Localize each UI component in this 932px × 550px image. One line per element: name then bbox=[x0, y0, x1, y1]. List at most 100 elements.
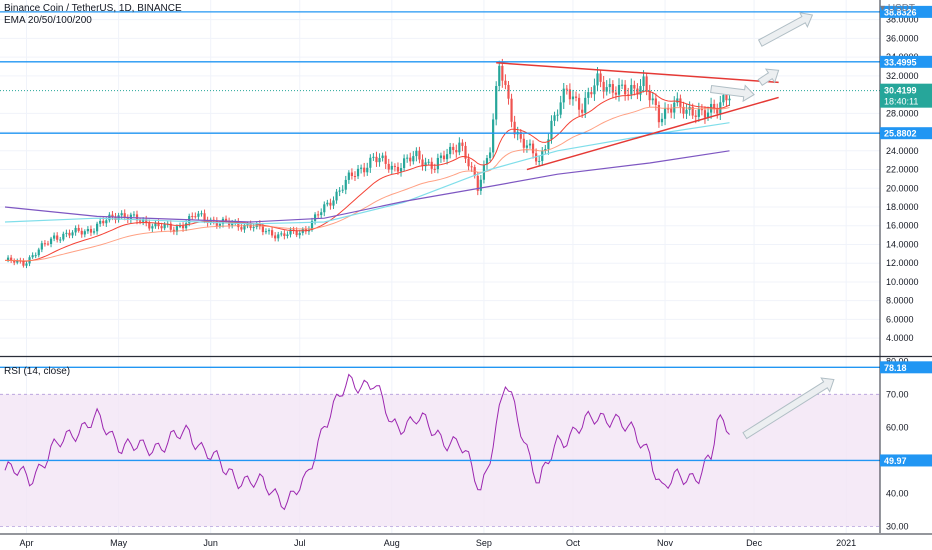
rsi-pane[interactable] bbox=[0, 366, 880, 527]
candle-body[interactable] bbox=[449, 146, 452, 155]
candle-body[interactable] bbox=[485, 158, 489, 165]
candle-body[interactable] bbox=[679, 98, 682, 107]
candle-body[interactable] bbox=[470, 166, 473, 168]
candle-body[interactable] bbox=[353, 175, 357, 177]
candle-body[interactable] bbox=[96, 223, 99, 232]
candle-body[interactable] bbox=[310, 220, 314, 230]
candle-body[interactable] bbox=[34, 255, 37, 257]
candle-body[interactable] bbox=[599, 73, 602, 82]
candle-body[interactable] bbox=[148, 222, 151, 229]
candle-body[interactable] bbox=[175, 226, 179, 232]
candle-body[interactable] bbox=[65, 232, 68, 234]
candle-body[interactable] bbox=[611, 84, 614, 93]
candle-body[interactable] bbox=[685, 109, 688, 114]
candle-body[interactable] bbox=[393, 165, 396, 167]
candle-body[interactable] bbox=[264, 231, 268, 233]
projection-arrow[interactable] bbox=[710, 84, 755, 103]
candle-body[interactable] bbox=[154, 222, 157, 227]
candle-body[interactable] bbox=[111, 214, 114, 217]
x-tick-label[interactable]: Aug bbox=[384, 538, 400, 548]
x-tick-label[interactable]: Jul bbox=[294, 538, 306, 548]
candle-body[interactable] bbox=[13, 260, 16, 263]
candle-body[interactable] bbox=[654, 98, 657, 106]
candle-body[interactable] bbox=[92, 231, 96, 233]
y-tick-label[interactable]: 38.0000 bbox=[886, 15, 919, 25]
price-level-label[interactable]: 33.4995 bbox=[884, 57, 917, 67]
candle-body[interactable] bbox=[488, 152, 492, 159]
candle-body[interactable] bbox=[528, 143, 532, 146]
ema-50-line[interactable] bbox=[5, 106, 730, 262]
candle-body[interactable] bbox=[89, 229, 93, 233]
candle-body[interactable] bbox=[648, 90, 651, 101]
candle-body[interactable] bbox=[191, 215, 194, 217]
candle-body[interactable] bbox=[550, 120, 553, 140]
candle-body[interactable] bbox=[49, 238, 53, 244]
candle-body[interactable] bbox=[581, 109, 584, 113]
candle-body[interactable] bbox=[522, 138, 525, 148]
candle-body[interactable] bbox=[83, 231, 86, 235]
candle-body[interactable] bbox=[544, 148, 547, 151]
y-tick-label[interactable]: 36.0000 bbox=[886, 33, 919, 43]
candle-body[interactable] bbox=[660, 118, 664, 123]
rsi-indicator-title[interactable]: RSI (14, close) bbox=[4, 366, 71, 377]
candle-body[interactable] bbox=[25, 263, 28, 266]
candle-body[interactable] bbox=[562, 88, 565, 103]
candle-body[interactable] bbox=[203, 213, 206, 221]
candle-body[interactable] bbox=[703, 110, 707, 118]
candle-body[interactable] bbox=[458, 142, 461, 153]
price-level-tag[interactable] bbox=[880, 5, 932, 18]
candle-body[interactable] bbox=[185, 223, 188, 229]
candle-body[interactable] bbox=[347, 172, 350, 180]
ema-indicator-title[interactable]: EMA 20/50/100/200 bbox=[4, 15, 92, 26]
candle-body[interactable] bbox=[574, 96, 578, 98]
candle-body[interactable] bbox=[46, 243, 50, 245]
candle-body[interactable] bbox=[492, 119, 495, 153]
candle-body[interactable] bbox=[725, 95, 728, 101]
candle-body[interactable] bbox=[197, 213, 200, 217]
candle-body[interactable] bbox=[495, 86, 498, 120]
y-tick-label[interactable]: 16.0000 bbox=[886, 221, 919, 231]
candle-body[interactable] bbox=[341, 189, 344, 191]
candle-body[interactable] bbox=[568, 89, 571, 100]
candle-body[interactable] bbox=[571, 96, 575, 100]
y-tick-label[interactable]: 4.0000 bbox=[886, 333, 914, 343]
candle-body[interactable] bbox=[59, 239, 62, 241]
candle-body[interactable] bbox=[105, 220, 108, 224]
candle-body[interactable] bbox=[633, 84, 636, 89]
rsi-level-tag[interactable] bbox=[880, 454, 932, 467]
candle-body[interactable] bbox=[421, 159, 424, 167]
candle-body[interactable] bbox=[663, 108, 667, 119]
candle-body[interactable] bbox=[412, 156, 415, 162]
candle-body[interactable] bbox=[608, 84, 611, 88]
candle-body[interactable] bbox=[215, 220, 218, 226]
x-tick-label[interactable]: Dec bbox=[746, 538, 763, 548]
candle-body[interactable] bbox=[274, 235, 277, 239]
candle-body[interactable] bbox=[427, 161, 430, 163]
candle-body[interactable] bbox=[114, 216, 117, 220]
candle-body[interactable] bbox=[602, 81, 605, 92]
candle-body[interactable] bbox=[80, 230, 83, 235]
candle-body[interactable] bbox=[240, 227, 243, 230]
candle-body[interactable] bbox=[565, 88, 568, 90]
candle-body[interactable] bbox=[43, 243, 47, 245]
candle-body[interactable] bbox=[157, 222, 160, 227]
rsi-level-label[interactable]: 78.18 bbox=[884, 363, 907, 373]
x-tick-label[interactable]: Sep bbox=[476, 538, 492, 548]
candle-body[interactable] bbox=[433, 168, 436, 170]
ema-20-line[interactable] bbox=[5, 90, 730, 262]
candle-body[interactable] bbox=[181, 225, 185, 229]
candle-body[interactable] bbox=[617, 85, 621, 95]
candle-body[interactable] bbox=[218, 223, 221, 226]
candle-body[interactable] bbox=[479, 179, 482, 191]
candle-body[interactable] bbox=[630, 84, 633, 95]
rsi-projection-arrow[interactable] bbox=[742, 377, 835, 440]
candle-body[interactable] bbox=[338, 190, 341, 192]
candle-body[interactable] bbox=[596, 73, 599, 86]
last-price-label[interactable]: 30.4199 bbox=[884, 86, 917, 96]
projection-arrow[interactable] bbox=[757, 12, 814, 47]
candle-body[interactable] bbox=[418, 150, 421, 160]
candle-body[interactable] bbox=[519, 131, 522, 139]
x-tick-label[interactable]: Nov bbox=[657, 538, 674, 548]
triangle-trendline[interactable] bbox=[526, 96, 779, 171]
candle-body[interactable] bbox=[200, 213, 203, 215]
